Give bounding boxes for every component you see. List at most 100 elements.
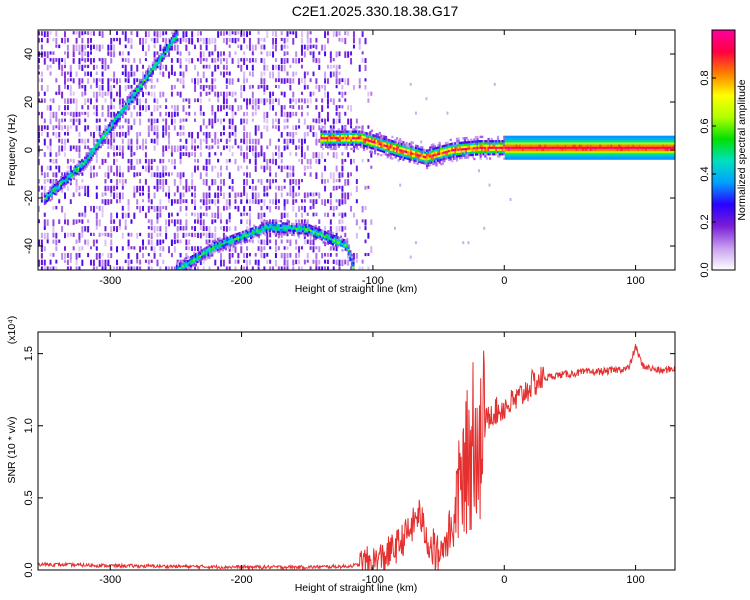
spectrogram-cell — [350, 105, 353, 112]
spectrogram-cell — [257, 246, 260, 251]
spectrogram-cell — [101, 111, 104, 117]
spectrogram-cell — [153, 132, 156, 136]
spectrogram-cell — [542, 150, 545, 154]
spectrogram-cell — [205, 165, 208, 172]
spectrogram-cell — [350, 262, 354, 265]
spectrogram-cell — [130, 64, 133, 71]
spectrogram-cell — [283, 145, 286, 151]
spectrogram-cell — [468, 143, 471, 146]
spectrogram-cell — [242, 235, 245, 238]
spectrogram-cell — [55, 191, 58, 194]
spectrogram-cell — [66, 37, 69, 43]
spectrogram-cell — [545, 146, 548, 149]
spectrogram-cell — [594, 148, 597, 152]
spectrogram-cell — [347, 139, 350, 142]
spectrogram-cell — [465, 147, 468, 151]
spectrogram-cell — [531, 142, 534, 145]
spectrogram-cell — [477, 169, 480, 173]
spectrogram-cell — [176, 111, 179, 117]
spectrogram-cell — [91, 152, 95, 155]
spectrogram-cell — [437, 155, 440, 158]
spectrogram-cell — [572, 157, 575, 160]
spectrogram-cell — [344, 128, 347, 131]
spectrogram-cell — [49, 192, 52, 195]
spectrogram-cell — [234, 226, 237, 231]
spectrogram-cell — [194, 138, 197, 144]
spectrogram-cell — [344, 51, 347, 58]
spectrogram-cell — [561, 144, 564, 147]
spectrogram-cell — [362, 148, 366, 152]
spectrogram-cell — [57, 189, 60, 193]
spectrogram-cell — [533, 153, 536, 156]
spectrogram-cell — [446, 150, 449, 153]
spectrogram-cell — [52, 226, 55, 233]
spectrogram-cell — [165, 43, 169, 47]
spectrogram-cell — [597, 148, 600, 152]
spectrogram-cell — [438, 143, 441, 147]
spectrogram-cell — [324, 51, 327, 57]
spectrogram-cell — [49, 252, 52, 257]
spectrogram-cell — [266, 252, 269, 257]
spectrogram-cell — [266, 145, 269, 150]
spectrogram-cell — [123, 109, 126, 112]
spectrogram-cell — [358, 139, 361, 142]
spectrogram-cell — [225, 219, 228, 225]
spectrogram-cell — [444, 155, 448, 158]
spectrogram-cell — [220, 259, 223, 267]
spectrogram-cell — [93, 147, 96, 151]
spectrogram-cell — [580, 150, 583, 154]
spectrogram-cell — [490, 137, 493, 141]
spectrogram-cell — [214, 138, 217, 145]
spectrogram-cell — [399, 140, 402, 143]
spectrogram-cell — [85, 154, 88, 157]
spectrogram-cell — [286, 232, 289, 237]
spectrogram-cell — [515, 137, 519, 141]
spectrogram-cell — [185, 145, 188, 151]
spectrogram-cell — [117, 115, 120, 118]
spectrogram-cell — [308, 224, 311, 227]
spectrogram-cell — [496, 155, 500, 158]
spectrogram-cell — [286, 132, 289, 137]
spectrogram-cell — [101, 143, 104, 147]
spectrogram-cell — [153, 65, 156, 69]
spectrogram-cell — [116, 226, 119, 233]
spectrogram-cell — [479, 135, 482, 139]
spectrogram-cell — [65, 180, 68, 183]
spectrogram-cell — [88, 156, 91, 159]
spectrogram-cell — [583, 146, 586, 149]
spectrogram-cell — [348, 136, 351, 140]
spectrogram-cell — [150, 111, 153, 117]
spectrogram-cell — [55, 232, 58, 239]
spectrogram-cell — [421, 154, 424, 158]
spectrogram-cell — [504, 144, 507, 147]
spectrogram-cell — [588, 137, 591, 141]
spectrogram-cell — [161, 55, 164, 58]
spectrogram-cell — [414, 148, 418, 152]
spectrogram-cell — [185, 111, 188, 116]
spectrogram-cell — [309, 125, 312, 133]
spectrogram-cell — [240, 84, 243, 91]
spectrogram-cell — [591, 144, 594, 147]
spectrogram-cell — [228, 125, 231, 130]
spectrogram-cell — [64, 71, 67, 79]
spectrogram-cell — [133, 212, 136, 219]
spectrogram-cell — [359, 139, 362, 142]
spectrogram-cell — [298, 158, 301, 163]
spectrogram-cell — [441, 147, 444, 150]
spectrogram-cell — [329, 141, 333, 144]
spectrogram-cell — [559, 144, 563, 147]
spectrogram-cell — [501, 153, 504, 156]
spectrogram-cell — [58, 183, 61, 187]
spectrogram-cell — [243, 84, 246, 92]
spectrogram-cell — [162, 205, 165, 210]
spectrogram-cell — [90, 152, 93, 155]
spectrogram-cell — [408, 151, 411, 154]
spectrogram-cell — [229, 237, 232, 240]
spectrogram-cell — [359, 130, 362, 133]
spectrogram-cell — [69, 252, 72, 260]
spectrogram-cell — [208, 37, 211, 45]
spectrogram-cell — [544, 140, 547, 143]
spectrogram-cell — [319, 237, 322, 240]
spectrogram-cell — [38, 71, 40, 75]
spectrogram-cell — [358, 132, 361, 135]
